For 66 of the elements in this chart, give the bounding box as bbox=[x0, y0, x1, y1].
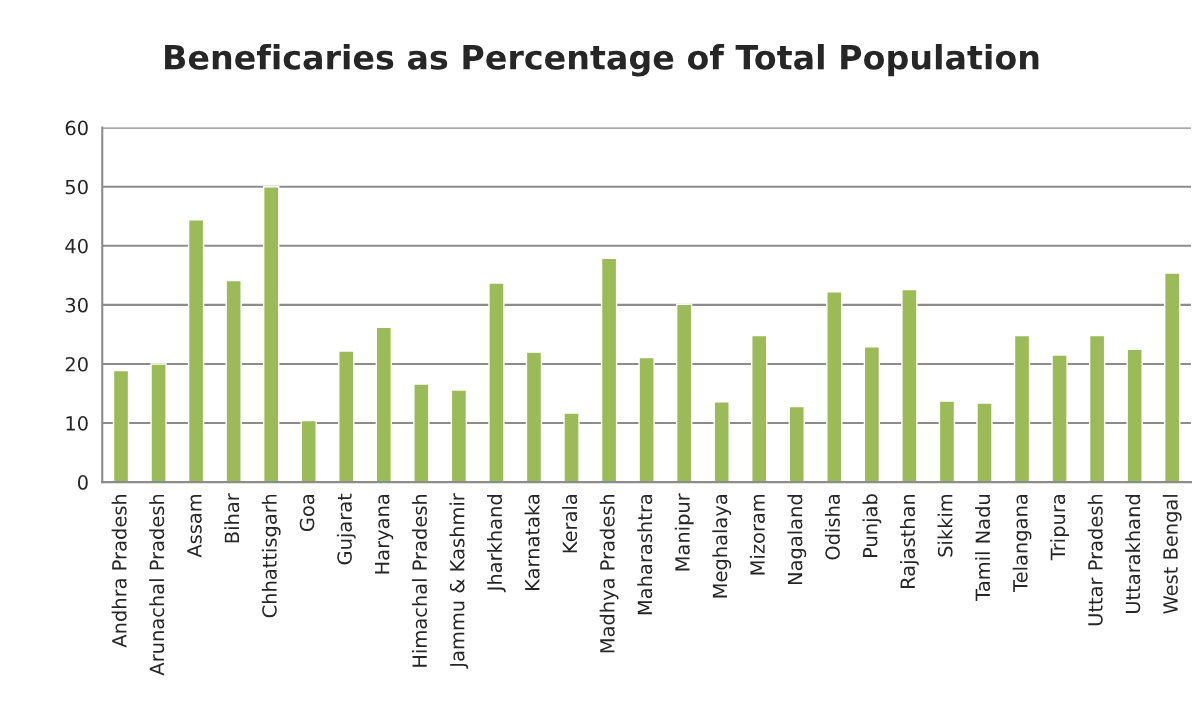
y-tick-label: 60 bbox=[65, 120, 88, 136]
bar bbox=[1013, 334, 1031, 483]
x-tick-label: Uttarakhand bbox=[1125, 494, 1141, 614]
bar bbox=[788, 405, 805, 483]
bar bbox=[225, 279, 242, 483]
bar bbox=[863, 346, 881, 483]
bar bbox=[488, 282, 505, 483]
x-tick-label: Chhattisgarh bbox=[261, 494, 281, 618]
y-tick-label: 0 bbox=[77, 475, 88, 490]
bar bbox=[976, 402, 993, 483]
x-tick-label: Nagaland bbox=[787, 495, 807, 585]
y-tick-label: 10 bbox=[66, 415, 88, 431]
x-tick-label: Kerala bbox=[562, 495, 578, 553]
bar bbox=[600, 257, 618, 483]
x-tick-label: Jharkhand bbox=[487, 495, 506, 593]
y-tick-label: 30 bbox=[65, 297, 88, 313]
bar bbox=[338, 350, 355, 483]
bar bbox=[1088, 334, 1106, 483]
x-tick-label: Odisha bbox=[824, 495, 840, 560]
x-tick-label: Tamil Nadu bbox=[975, 495, 991, 601]
bar bbox=[1126, 348, 1143, 483]
bar bbox=[525, 351, 543, 483]
x-tick-label: Manipur bbox=[674, 493, 694, 571]
x-tick-label: Assam bbox=[187, 494, 202, 558]
x-tick-label: Bihar bbox=[224, 493, 240, 543]
bar bbox=[563, 412, 580, 483]
bar bbox=[901, 288, 918, 483]
x-tick-label: Mizoram bbox=[749, 494, 765, 575]
x-tick-label: Telangana bbox=[1012, 495, 1032, 592]
bar bbox=[262, 186, 280, 483]
bar bbox=[638, 356, 655, 483]
x-tick-label: Himachal Pradesh bbox=[411, 494, 427, 667]
bar bbox=[675, 303, 693, 483]
bar bbox=[300, 419, 317, 483]
bar bbox=[751, 334, 768, 483]
x-tick-label: Karnataka bbox=[524, 494, 540, 590]
x-tick-label: Andhra Pradesh bbox=[111, 494, 127, 648]
bar bbox=[112, 369, 130, 483]
x-tick-label: Rajasthan bbox=[900, 494, 919, 588]
x-tick-label: Gujarat bbox=[336, 493, 356, 565]
x-tick-label: Sikkim bbox=[937, 494, 953, 557]
bar bbox=[713, 401, 730, 483]
x-tick-label: Madhya Pradesh bbox=[599, 494, 619, 653]
x-tick-label: Jammu & Kashmir bbox=[449, 493, 469, 669]
bar bbox=[450, 389, 468, 483]
x-tick-label: Haryana bbox=[375, 495, 394, 574]
bar bbox=[413, 383, 430, 483]
bar bbox=[1163, 272, 1181, 483]
x-tick-label: Arunachal Pradesh bbox=[149, 494, 165, 676]
bar bbox=[826, 291, 843, 483]
bar bbox=[187, 219, 205, 483]
x-tick-label: West Bengal bbox=[1162, 495, 1182, 614]
x-tick-label: Maharashtra bbox=[637, 494, 653, 615]
bar bbox=[1051, 354, 1068, 483]
x-tick-label: Meghalaya bbox=[712, 495, 732, 598]
chart-title: Beneficaries as Percentage of Total Population bbox=[165, 44, 1039, 77]
bar bbox=[938, 400, 956, 483]
y-tick-label: 40 bbox=[65, 238, 88, 254]
y-tick-label: 20 bbox=[65, 356, 88, 372]
bar bbox=[150, 363, 167, 483]
x-tick-label: Uttar Pradesh bbox=[1087, 494, 1103, 626]
x-tick-label: Goa bbox=[299, 495, 315, 532]
x-tick-label: Tripura bbox=[1050, 494, 1069, 561]
x-tick-label: Punjab bbox=[862, 494, 882, 558]
y-tick-label: 50 bbox=[65, 179, 88, 195]
bar bbox=[375, 326, 393, 483]
